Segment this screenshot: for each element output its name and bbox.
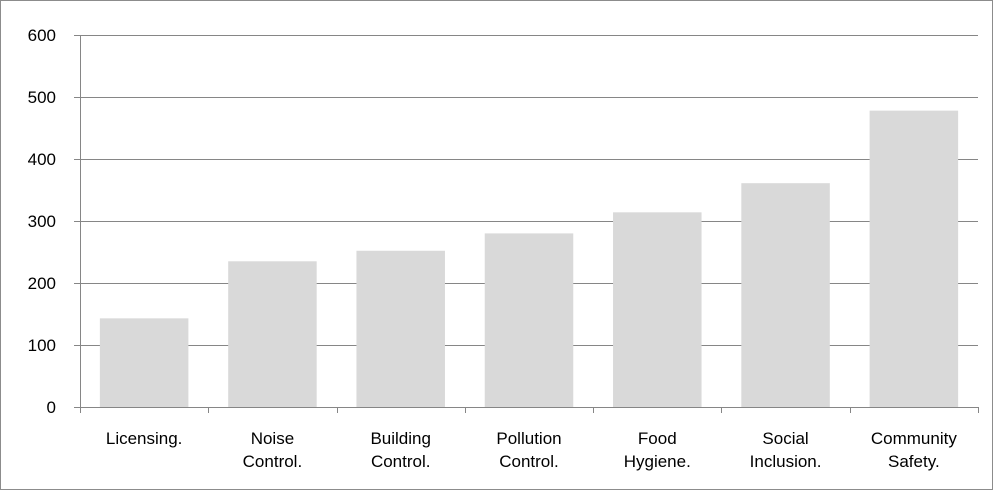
x-tick-label-4: Food Hygiene. <box>624 429 691 471</box>
x-tick-label-line: Licensing. <box>106 429 183 448</box>
x-tick-label-line: Control. <box>243 452 303 471</box>
x-tick-label-line: Inclusion. <box>750 452 822 471</box>
axes <box>74 35 979 413</box>
bars <box>99 110 959 407</box>
y-tick-label-400: 400 <box>28 150 56 169</box>
bar-0 <box>99 318 189 407</box>
y-tick-label-500: 500 <box>28 88 56 107</box>
y-tick-label-200: 200 <box>28 274 56 293</box>
x-tick-label-line: Building <box>370 429 431 448</box>
y-tick-label-600: 600 <box>28 26 56 45</box>
x-tick-label-0: Licensing. <box>106 429 183 448</box>
x-tick-label-line: Community <box>871 429 957 448</box>
labels: 0 100 200 300 400 500 600 Licensing. Noise Contro… <box>28 26 958 471</box>
x-tick-label-1: Noise Control. <box>243 429 303 471</box>
x-tick-label-6: Community Safety. <box>871 429 957 471</box>
bar-4 <box>613 212 702 407</box>
x-tick-label-line: Social <box>762 429 808 448</box>
x-tick-label-5: Social Inclusion. <box>750 429 822 471</box>
x-tick-label-line: Control. <box>499 452 559 471</box>
bar-1 <box>228 261 317 407</box>
x-tick-label-2: Building Control. <box>370 429 431 471</box>
x-tick-label-line: Hygiene. <box>624 452 691 471</box>
y-tick-label-100: 100 <box>28 336 56 355</box>
x-tick-label-line: Control. <box>371 452 431 471</box>
x-tick-label-line: Noise <box>251 429 294 448</box>
bar-3 <box>484 233 574 407</box>
y-tick-label-300: 300 <box>28 212 56 231</box>
x-tick-label-line: Safety. <box>888 452 940 471</box>
x-tick-label-line: Food <box>638 429 677 448</box>
x-tick-label-line: Pollution <box>496 429 561 448</box>
bar-2 <box>356 250 445 407</box>
y-tick-label-0: 0 <box>47 398 56 417</box>
x-tick-label-3: Pollution Control. <box>496 429 561 471</box>
bar-6 <box>869 110 959 407</box>
bar-5 <box>741 183 830 407</box>
